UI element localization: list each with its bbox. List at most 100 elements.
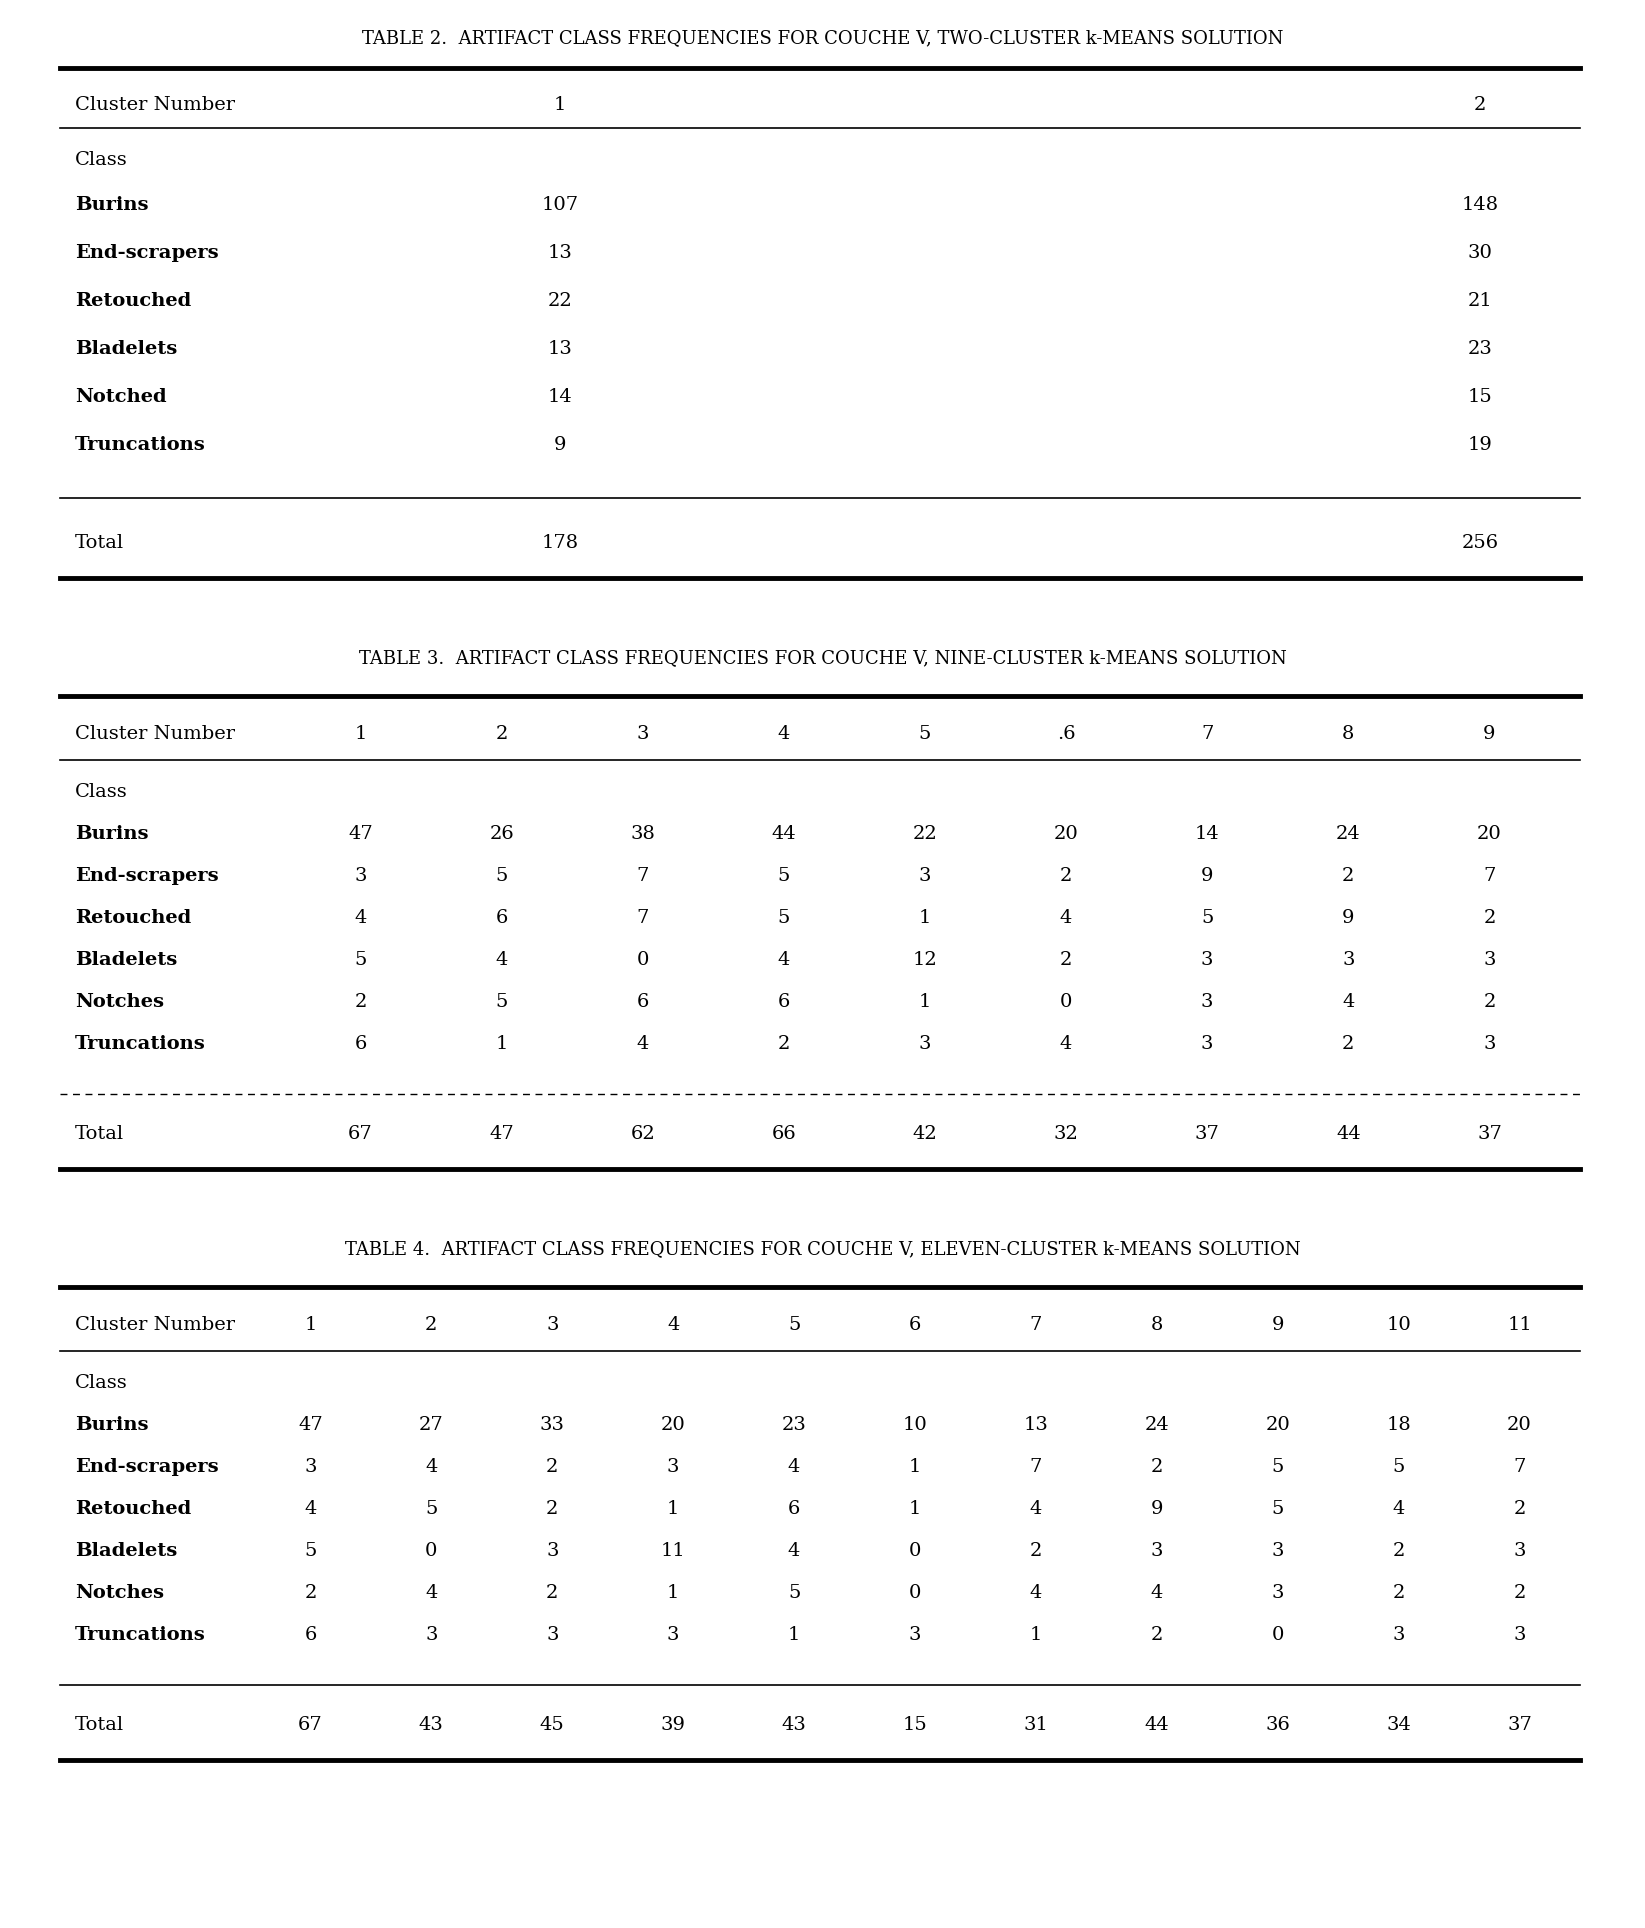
Text: 1: 1 xyxy=(354,725,367,742)
Text: 3: 3 xyxy=(920,1035,931,1053)
Text: 27: 27 xyxy=(419,1415,444,1434)
Text: 0: 0 xyxy=(908,1542,921,1560)
Text: Burins: Burins xyxy=(76,1415,148,1434)
Text: 6: 6 xyxy=(354,1035,367,1053)
Text: 20: 20 xyxy=(1265,1415,1290,1434)
Text: 2: 2 xyxy=(1150,1458,1163,1477)
Text: 39: 39 xyxy=(661,1716,686,1733)
Text: 3: 3 xyxy=(1484,951,1495,970)
Text: 43: 43 xyxy=(419,1716,444,1733)
Text: 3: 3 xyxy=(424,1625,438,1645)
Text: 1: 1 xyxy=(304,1317,316,1334)
Text: Truncations: Truncations xyxy=(76,1625,206,1645)
Text: 2: 2 xyxy=(1484,908,1495,927)
Text: 3: 3 xyxy=(637,725,650,742)
Text: Truncations: Truncations xyxy=(76,436,206,453)
Text: End-scrapers: End-scrapers xyxy=(76,245,219,262)
Text: 2: 2 xyxy=(546,1585,558,1602)
Text: 7: 7 xyxy=(637,908,650,927)
Text: 0: 0 xyxy=(1059,993,1073,1010)
Text: 3: 3 xyxy=(1484,1035,1495,1053)
Text: 4: 4 xyxy=(1059,908,1073,927)
Text: 3: 3 xyxy=(908,1625,921,1645)
Text: 7: 7 xyxy=(1513,1458,1525,1477)
Text: 20: 20 xyxy=(1507,1415,1531,1434)
Text: 44: 44 xyxy=(772,825,796,843)
Text: 1: 1 xyxy=(788,1625,799,1645)
Text: Class: Class xyxy=(76,783,128,800)
Text: 15: 15 xyxy=(903,1716,928,1733)
Text: 3: 3 xyxy=(1272,1585,1285,1602)
Text: 11: 11 xyxy=(1507,1317,1531,1334)
Text: 2: 2 xyxy=(1030,1542,1041,1560)
Text: 1: 1 xyxy=(1030,1625,1041,1645)
Text: 20: 20 xyxy=(1477,825,1502,843)
Text: 148: 148 xyxy=(1461,197,1499,214)
Text: 1: 1 xyxy=(666,1500,679,1517)
Text: 47: 47 xyxy=(298,1415,322,1434)
Text: 3: 3 xyxy=(1392,1625,1405,1645)
Text: 7: 7 xyxy=(1484,868,1495,885)
Text: 36: 36 xyxy=(1265,1716,1290,1733)
Text: 1: 1 xyxy=(920,908,931,927)
Text: 5: 5 xyxy=(788,1585,799,1602)
Text: 42: 42 xyxy=(913,1126,938,1143)
Text: 6: 6 xyxy=(304,1625,316,1645)
Text: 47: 47 xyxy=(489,1126,513,1143)
Text: 4: 4 xyxy=(1150,1585,1163,1602)
Text: 19: 19 xyxy=(1467,436,1492,453)
Text: 4: 4 xyxy=(1342,993,1354,1010)
Text: 21: 21 xyxy=(1467,291,1492,310)
Text: 3: 3 xyxy=(304,1458,317,1477)
Text: 2: 2 xyxy=(1392,1585,1405,1602)
Text: 43: 43 xyxy=(781,1716,806,1733)
Text: 20: 20 xyxy=(1054,825,1079,843)
Text: Total: Total xyxy=(76,1716,123,1733)
Text: Cluster Number: Cluster Number xyxy=(76,1317,235,1334)
Text: 31: 31 xyxy=(1023,1716,1048,1733)
Text: 3: 3 xyxy=(666,1625,679,1645)
Text: 2: 2 xyxy=(546,1500,558,1517)
Text: 44: 44 xyxy=(1336,1126,1360,1143)
Text: 10: 10 xyxy=(903,1415,928,1434)
Text: 3: 3 xyxy=(1201,1035,1214,1053)
Text: 4: 4 xyxy=(778,951,790,970)
Text: 24: 24 xyxy=(1336,825,1360,843)
Text: 5: 5 xyxy=(1201,908,1214,927)
Text: 5: 5 xyxy=(495,868,508,885)
Text: 3: 3 xyxy=(1513,1542,1527,1560)
Text: 11: 11 xyxy=(661,1542,686,1560)
Text: 1: 1 xyxy=(908,1500,921,1517)
Text: 22: 22 xyxy=(913,825,938,843)
Text: 2: 2 xyxy=(1513,1500,1525,1517)
Text: 2: 2 xyxy=(1150,1625,1163,1645)
Text: 14: 14 xyxy=(548,388,572,407)
Text: TABLE 2.  ARTIFACT CLASS FREQUENCIES FOR COUCHE V, TWO-CLUSTER k-MEANS SOLUTION: TABLE 2. ARTIFACT CLASS FREQUENCIES FOR … xyxy=(362,29,1283,46)
Text: 4: 4 xyxy=(1030,1500,1041,1517)
Text: 13: 13 xyxy=(548,339,572,359)
Text: 23: 23 xyxy=(781,1415,806,1434)
Text: 6: 6 xyxy=(495,908,508,927)
Text: 5: 5 xyxy=(354,951,367,970)
Text: 3: 3 xyxy=(1201,951,1214,970)
Text: 1: 1 xyxy=(920,993,931,1010)
Text: 6: 6 xyxy=(908,1317,921,1334)
Text: 4: 4 xyxy=(666,1317,679,1334)
Text: 9: 9 xyxy=(1342,908,1354,927)
Text: End-scrapers: End-scrapers xyxy=(76,868,219,885)
Text: 5: 5 xyxy=(778,908,790,927)
Text: 34: 34 xyxy=(1387,1716,1411,1733)
Text: 18: 18 xyxy=(1387,1415,1411,1434)
Text: 6: 6 xyxy=(788,1500,799,1517)
Text: 178: 178 xyxy=(541,534,579,551)
Text: 45: 45 xyxy=(540,1716,564,1733)
Text: Retouched: Retouched xyxy=(76,291,191,310)
Text: 3: 3 xyxy=(1272,1542,1285,1560)
Text: 32: 32 xyxy=(1054,1126,1079,1143)
Text: 13: 13 xyxy=(1023,1415,1048,1434)
Text: 5: 5 xyxy=(788,1317,799,1334)
Text: 37: 37 xyxy=(1507,1716,1531,1733)
Text: 4: 4 xyxy=(304,1500,316,1517)
Text: 9: 9 xyxy=(1484,725,1495,742)
Text: 3: 3 xyxy=(546,1317,559,1334)
